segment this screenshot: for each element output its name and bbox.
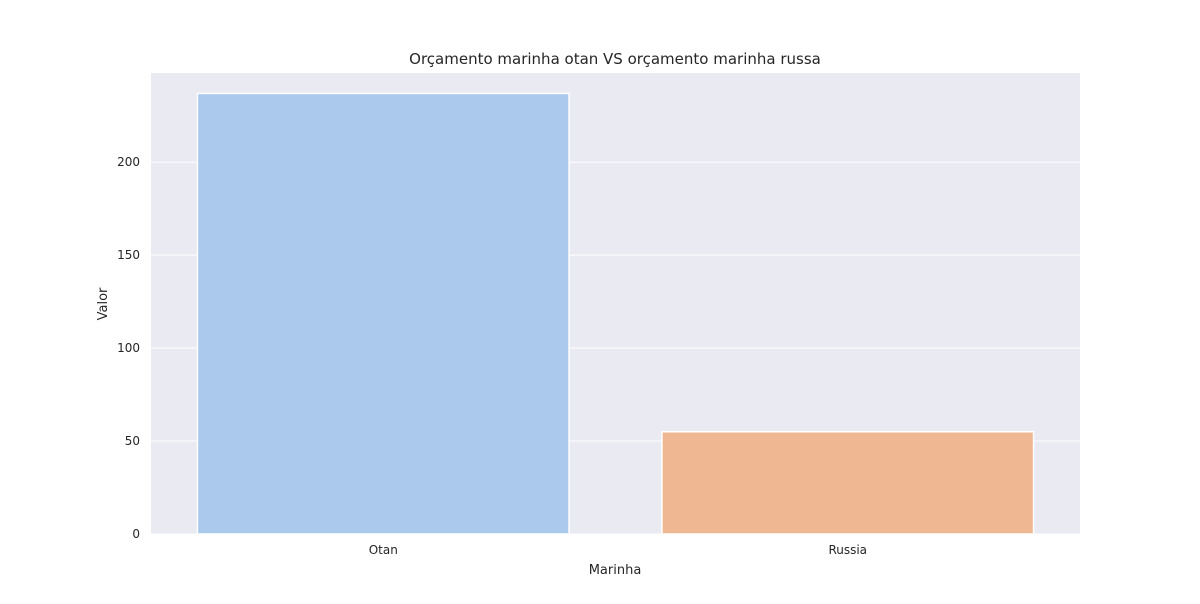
- bars: [196, 92, 1035, 535]
- bar-russia: [661, 431, 1035, 535]
- y-tick-label: 100: [117, 341, 140, 355]
- y-tick-label: 50: [125, 434, 140, 448]
- y-tick-label: 0: [132, 527, 140, 541]
- chart-title: Orçamento marinha otan VS orçamento mari…: [409, 50, 821, 68]
- y-tick-label: 150: [117, 248, 140, 262]
- x-tick-label: Otan: [369, 543, 398, 557]
- bar-otan: [196, 92, 570, 535]
- x-axis-ticks: Otan Russia: [369, 543, 867, 557]
- y-axis-ticks: 0 50 100 150 200: [117, 155, 140, 541]
- x-tick-label: Russia: [828, 543, 867, 557]
- y-axis-label: Valor: [96, 287, 111, 320]
- x-axis-label: Marinha: [589, 563, 642, 578]
- y-tick-label: 200: [117, 155, 140, 169]
